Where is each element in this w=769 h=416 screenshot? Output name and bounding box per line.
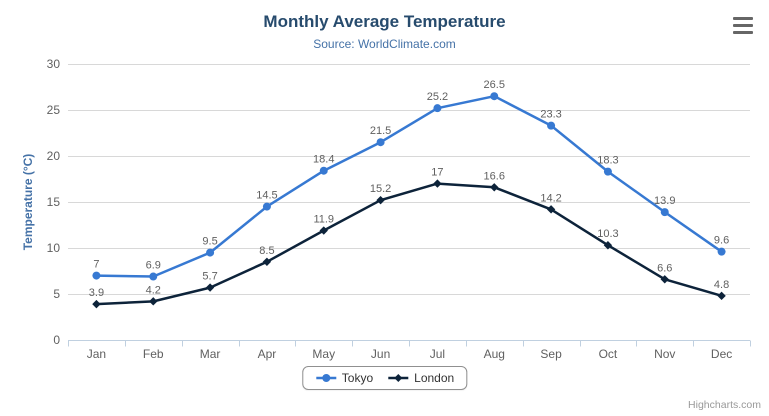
data-label: 4.8	[714, 279, 729, 291]
data-label: 15.2	[370, 183, 391, 195]
x-axis-label: Jan	[87, 347, 106, 361]
legend: Tokyo London	[301, 366, 468, 390]
data-label: 8.5	[259, 245, 274, 257]
x-axis-label: Feb	[143, 347, 164, 361]
x-axis-label: Nov	[654, 347, 675, 361]
series-line-london	[95, 182, 723, 306]
export-menu-button[interactable]	[733, 17, 753, 34]
point-marker-london[interactable]	[262, 257, 272, 266]
x-axis-label: Oct	[599, 347, 618, 361]
y-axis-label: 30	[47, 57, 61, 71]
data-label: 26.5	[484, 79, 505, 91]
point-marker-london[interactable]	[92, 299, 101, 309]
point-marker-london[interactable]	[433, 179, 442, 188]
x-axis-label: Jun	[371, 347, 390, 361]
data-label: 14.5	[256, 190, 277, 202]
hamburger-icon	[733, 17, 753, 20]
legend-label: London	[414, 371, 455, 385]
data-label: 6.6	[657, 262, 672, 274]
data-label: 18.4	[313, 154, 334, 166]
legend-item-london[interactable]: London	[387, 371, 454, 385]
point-marker-london[interactable]	[717, 291, 726, 301]
chart-title: Monthly Average Temperature	[263, 12, 506, 31]
point-marker-tokyo[interactable]	[376, 138, 385, 147]
legend-marker-diamond-icon	[388, 374, 409, 382]
point-marker-tokyo[interactable]	[206, 248, 215, 257]
data-label: 17	[431, 167, 443, 179]
data-label: 18.3	[597, 155, 618, 167]
data-label: 16.6	[484, 170, 505, 182]
x-axis-label: Apr	[258, 347, 277, 361]
legend-label: Tokyo	[341, 371, 374, 385]
hamburger-icon	[733, 24, 753, 27]
point-marker-london[interactable]	[490, 183, 499, 192]
point-marker-tokyo[interactable]	[717, 247, 726, 256]
data-label: 9.6	[714, 235, 729, 247]
point-marker-tokyo[interactable]	[149, 272, 158, 281]
point-marker-london[interactable]	[205, 283, 215, 292]
y-axis-label: 25	[47, 103, 61, 117]
y-axis-label: 15	[47, 195, 61, 209]
legend-item-tokyo[interactable]: Tokyo	[315, 371, 373, 385]
x-axis-label: Mar	[200, 347, 221, 361]
legend-marker-circle-icon	[315, 374, 336, 382]
data-label: 4.2	[146, 284, 161, 296]
y-axis-title: Temperature (°C)	[21, 154, 35, 251]
hamburger-icon	[733, 31, 753, 34]
point-marker-tokyo[interactable]	[660, 208, 669, 217]
data-label: 23.3	[540, 109, 561, 121]
data-label: 3.9	[89, 287, 104, 299]
x-axis-label: Dec	[711, 347, 732, 361]
data-label: 25.2	[427, 91, 448, 103]
data-label: 13.9	[654, 195, 675, 207]
data-label: 6.9	[146, 260, 161, 272]
point-marker-tokyo[interactable]	[603, 167, 612, 176]
y-axis-label: 10	[47, 241, 61, 255]
x-axis-label: Jul	[430, 347, 445, 361]
point-marker-london[interactable]	[319, 226, 328, 235]
data-label: 7	[93, 259, 99, 271]
data-label: 11.9	[313, 214, 334, 226]
point-marker-london[interactable]	[603, 241, 613, 250]
point-marker-london[interactable]	[149, 297, 158, 306]
x-axis-label: May	[312, 347, 335, 361]
point-marker-tokyo[interactable]	[92, 271, 101, 280]
point-marker-london[interactable]	[546, 205, 556, 214]
x-axis-label: Sep	[540, 347, 562, 361]
point-marker-tokyo[interactable]	[433, 104, 442, 113]
x-axis-label: Aug	[484, 347, 505, 361]
data-label: 21.5	[370, 125, 391, 137]
data-label: 5.7	[202, 271, 217, 283]
series-line-tokyo	[95, 94, 723, 278]
chart-subtitle: Source: WorldClimate.com	[313, 37, 456, 51]
point-marker-tokyo[interactable]	[547, 121, 556, 130]
point-marker-tokyo[interactable]	[262, 202, 271, 211]
point-marker-london[interactable]	[660, 275, 669, 284]
point-marker-tokyo[interactable]	[490, 92, 499, 101]
point-marker-london[interactable]	[376, 195, 385, 205]
data-label: 10.3	[597, 228, 618, 240]
data-label: 14.2	[540, 192, 561, 204]
y-axis-label: 20	[47, 149, 61, 163]
y-axis-label: 5	[53, 287, 60, 301]
data-label: 9.5	[202, 236, 217, 248]
y-axis-label: 0	[53, 333, 60, 347]
highcharts-credit[interactable]: Highcharts.com	[688, 399, 761, 411]
point-marker-tokyo[interactable]	[319, 166, 328, 175]
